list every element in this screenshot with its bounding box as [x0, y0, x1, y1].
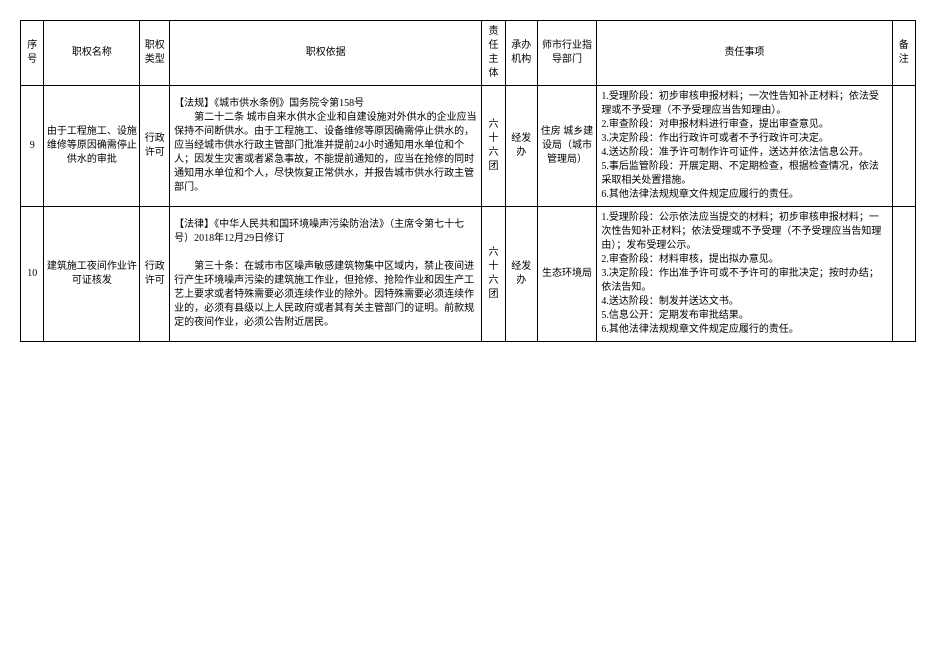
table-row: 9 由于工程施工、设施维修等原因确需停止供水的审批 行政许可 【法规】《城市供水… — [21, 86, 916, 207]
cell-basis: 【法规】《城市供水条例》国务院令第158号 第二十二条 城市自来水供水企业和自建… — [170, 86, 482, 207]
cell-guide: 住房 城乡建设局（城市管理局） — [537, 86, 597, 207]
header-guide: 师市行业指导部门 — [537, 21, 597, 86]
header-agency: 承办机构 — [505, 21, 537, 86]
header-basis: 职权依据 — [170, 21, 482, 86]
header-remark: 备注 — [892, 21, 916, 86]
header-duty: 责任事项 — [597, 21, 892, 86]
header-name: 职权名称 — [44, 21, 140, 86]
cell-type: 行政许可 — [140, 207, 170, 342]
header-subject: 责任主体 — [482, 21, 505, 86]
cell-duty: 1.受理阶段：公示依法应当提交的材料；初步审核申报材料；一次性告知补正材料；依法… — [597, 207, 892, 342]
cell-agency: 经发办 — [505, 207, 537, 342]
authority-table: 序号 职权名称 职权类型 职权依据 责任主体 承办机构 师市行业指导部门 责任事… — [20, 20, 916, 342]
cell-name: 建筑施工夜间作业许可证核发 — [44, 207, 140, 342]
table-row: 10 建筑施工夜间作业许可证核发 行政许可 【法律】《中华人民共和国环境噪声污染… — [21, 207, 916, 342]
cell-name: 由于工程施工、设施维修等原因确需停止供水的审批 — [44, 86, 140, 207]
header-seq: 序号 — [21, 21, 44, 86]
cell-remark — [892, 207, 916, 342]
cell-seq: 9 — [21, 86, 44, 207]
header-row: 序号 职权名称 职权类型 职权依据 责任主体 承办机构 师市行业指导部门 责任事… — [21, 21, 916, 86]
cell-guide: 生态环境局 — [537, 207, 597, 342]
cell-basis: 【法律】《中华人民共和国环境噪声污染防治法》（主席令第七十七号）2018年12月… — [170, 207, 482, 342]
cell-remark — [892, 86, 916, 207]
cell-subject: 六十六团 — [482, 86, 505, 207]
header-type: 职权类型 — [140, 21, 170, 86]
cell-type: 行政许可 — [140, 86, 170, 207]
cell-seq: 10 — [21, 207, 44, 342]
cell-subject: 六十六团 — [482, 207, 505, 342]
cell-duty: 1.受理阶段：初步审核申报材料；一次性告知补正材料；依法受理或不予受理（不予受理… — [597, 86, 892, 207]
cell-agency: 经发办 — [505, 86, 537, 207]
